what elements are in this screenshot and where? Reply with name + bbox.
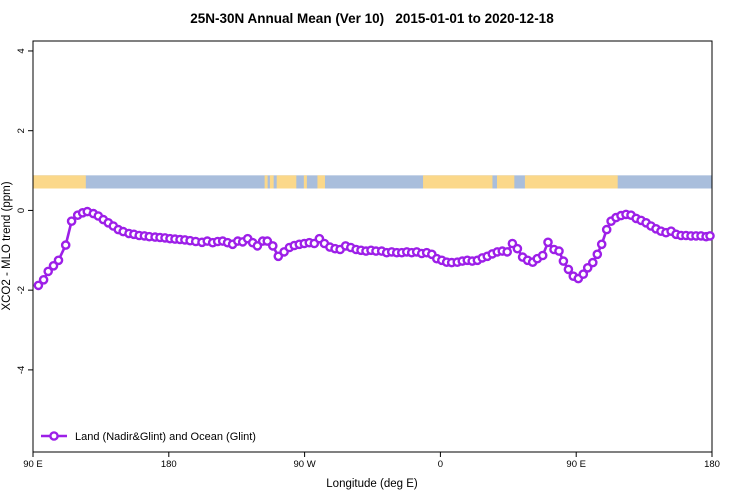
x-axis-ticks: 90 E 180 90 W 0 90 E 180 (23, 452, 720, 470)
x-tick-label: 180 (161, 459, 177, 470)
x-tick-label: 90 W (294, 459, 316, 470)
land-segment (264, 175, 268, 189)
data-point (592, 249, 603, 260)
x-tick-label: 180 (704, 459, 720, 470)
legend-marker-icon (49, 431, 59, 441)
data-point (502, 247, 513, 257)
data-point (601, 224, 612, 235)
data-point (60, 240, 71, 250)
data-point (537, 250, 548, 261)
land-segment (524, 175, 618, 189)
land-segment (317, 175, 325, 189)
y-tick-label: 4 (16, 48, 27, 53)
y-tick-label: 2 (16, 128, 27, 133)
y-tick-label: -4 (16, 366, 27, 374)
x-tick-label: 90 E (23, 459, 43, 470)
land-segment (303, 175, 307, 189)
land-ocean-strip (33, 175, 712, 189)
legend-label: Land (Nadir&Glint) and Ocean (Glint) (75, 431, 256, 443)
data-point (563, 264, 574, 275)
plot-border (32, 40, 713, 453)
chart-title: 25N-30N Annual Mean (Ver 10) 2015-01-01 … (190, 11, 554, 26)
data-point (38, 274, 49, 285)
data-point (596, 239, 607, 250)
data-point (48, 260, 59, 271)
data-point (33, 280, 44, 291)
data-point (543, 237, 553, 248)
data-point (578, 269, 589, 280)
x-tick-label: 90 E (566, 459, 586, 470)
y-tick-label: 0 (16, 208, 27, 213)
land-segment (496, 175, 515, 189)
data-point (512, 243, 523, 254)
data-point (705, 231, 715, 241)
data-point (554, 246, 564, 256)
legend: Land (Nadir&Glint) and Ocean (Glint) (41, 431, 256, 443)
land-segment (33, 175, 86, 189)
x-tick-label: 0 (438, 459, 443, 470)
x-axis-title: Longitude (deg E) (326, 478, 418, 490)
land-segment (423, 175, 493, 189)
data-point (588, 257, 598, 268)
data-point (53, 255, 64, 266)
y-tick-label: -2 (16, 286, 27, 294)
land-segment (276, 175, 297, 189)
land-segment (269, 175, 274, 189)
data-point (558, 256, 569, 266)
data-point (267, 241, 278, 251)
trend-series (33, 206, 715, 291)
data-point (66, 216, 77, 226)
y-axis-title: XCO2 - MLO trend (ppm) (1, 181, 13, 310)
data-point (43, 266, 54, 277)
y-axis-ticks: 4 2 0 -2 -4 (16, 48, 33, 374)
